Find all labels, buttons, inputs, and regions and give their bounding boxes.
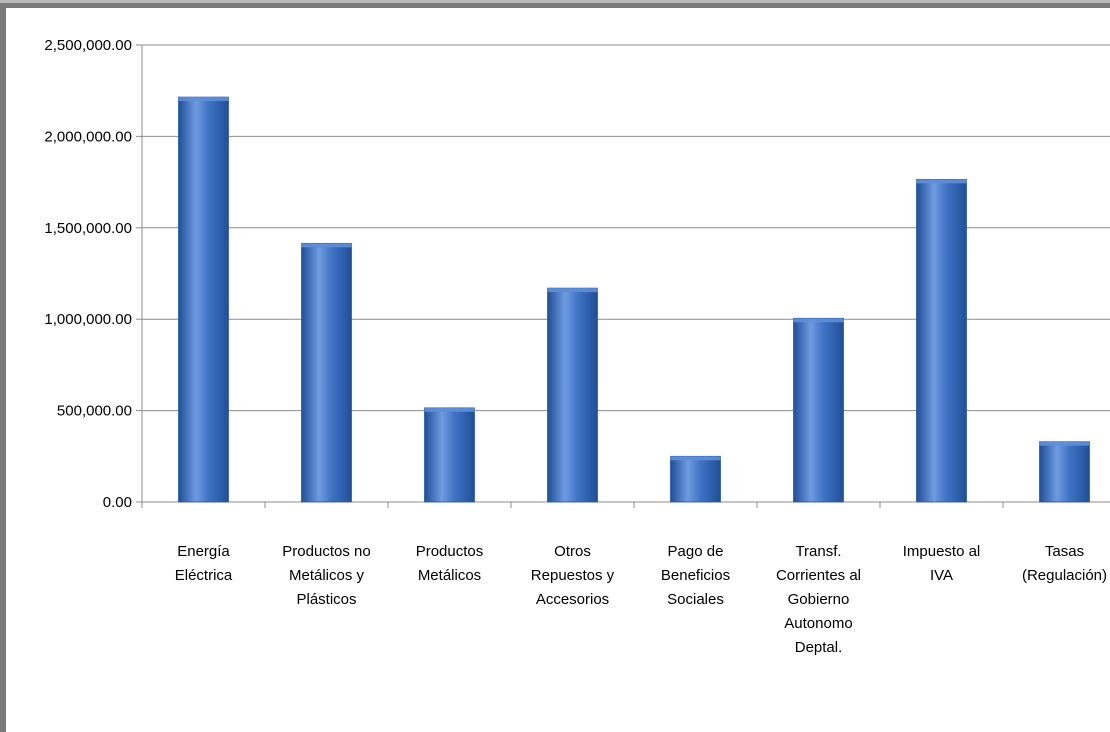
y-tick-label: 1,500,000.00 (44, 220, 132, 237)
bar (916, 178, 967, 503)
bar (424, 407, 475, 503)
bar (178, 96, 229, 503)
category-label: Tasas (Regulación) (1022, 543, 1107, 584)
category-label: Transf. Corrientes al Gobierno Autonomo Dept… (776, 543, 861, 656)
category-label: Productos Metálicos (416, 543, 484, 584)
bar-top-highlight (916, 179, 967, 184)
bar-top-highlight (178, 97, 229, 102)
y-tick-label: 1,000,000.00 (44, 311, 132, 328)
bar-top-highlight (547, 288, 598, 293)
y-tick-label: 500,000.00 (57, 403, 132, 420)
bar (1039, 441, 1090, 503)
category-label: Productos no Metálicos y Plásticos (282, 543, 370, 608)
y-tick-label: 0.00 (103, 494, 132, 511)
category-label: Energía Eléctrica (175, 543, 233, 584)
bar-top-highlight (301, 243, 352, 248)
bar-chart: 0.00 500,000.00 1,000,000.00 1,500,000.00 2,… (44, 37, 1110, 656)
bar (301, 242, 352, 503)
bar-top-highlight (670, 456, 721, 461)
bar (547, 287, 598, 503)
y-tick-label: 2,000,000.00 (44, 128, 132, 145)
category-label: Otros Repuestos y Accesorios (531, 543, 615, 608)
bar-top-highlight (1039, 441, 1090, 446)
category-label: Pago de Beneficios Sociales (661, 543, 730, 608)
bar-top-highlight (793, 318, 844, 323)
bar (670, 455, 721, 503)
y-tick-label: 2,500,000.00 (44, 37, 132, 54)
bar-top-highlight (424, 407, 475, 412)
category-label: Impuesto al IVA (903, 543, 981, 584)
bar (793, 317, 844, 503)
